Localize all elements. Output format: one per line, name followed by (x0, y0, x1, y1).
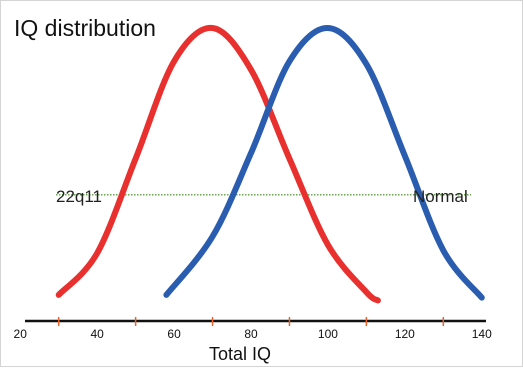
series-label-normal: Normal (413, 187, 468, 206)
x-axis-title: Total IQ (209, 344, 272, 364)
x-tick-label: 100 (318, 327, 338, 341)
x-tick-label: 60 (167, 327, 181, 341)
x-tick-label: 80 (244, 327, 258, 341)
series-label-22q11: 22q11 (56, 187, 103, 206)
series-line-normal (163, 25, 485, 301)
x-tick-label: 20 (14, 327, 28, 341)
x-tick-label: 40 (90, 327, 104, 341)
series-line-22q11 (55, 24, 381, 304)
chart-title: IQ distribution (14, 15, 156, 41)
x-tick-label: 120 (395, 327, 415, 341)
x-tick-label: 140 (472, 327, 492, 341)
